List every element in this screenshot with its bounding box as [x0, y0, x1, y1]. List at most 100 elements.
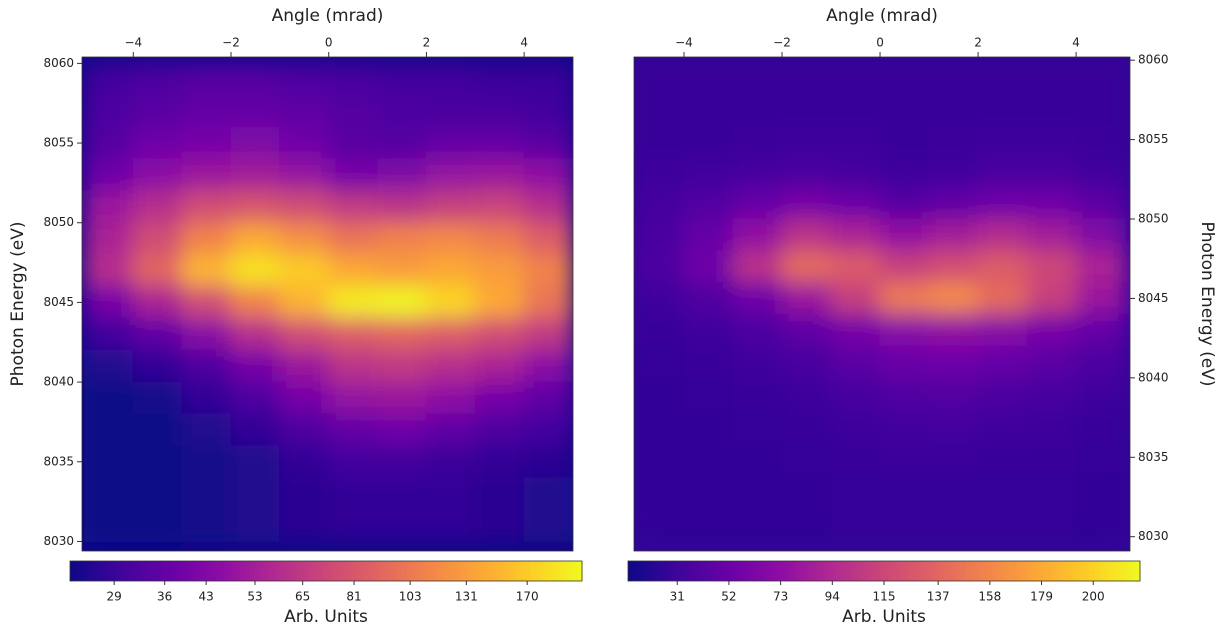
- colorbar-strip: [628, 561, 633, 581]
- heatmap-cell: [1026, 59, 1077, 93]
- colorbar-strip: [926, 561, 932, 581]
- heatmap-cell: [83, 381, 134, 415]
- heatmap-cell: [83, 190, 134, 224]
- colorbar-strip: [721, 561, 727, 581]
- colorbar-strip: [82, 561, 88, 581]
- heatmap-cell: [377, 477, 427, 511]
- heatmap-cell: [1026, 409, 1077, 442]
- heatmap-cell: [634, 345, 685, 379]
- y-tick-label: 8060: [43, 56, 74, 70]
- colorbar-strip: [500, 561, 506, 581]
- colorbar-strip: [760, 561, 766, 581]
- colorbar-strip: [198, 561, 203, 581]
- colorbar-strip: [253, 561, 259, 581]
- colorbar-strip: [509, 561, 515, 581]
- colorbar-strip: [304, 561, 310, 581]
- heatmap-cell: [977, 59, 1028, 93]
- plot-frame: [81, 56, 574, 552]
- colorbar-strip: [653, 561, 659, 581]
- colorbar-strip: [866, 561, 872, 581]
- heatmap-cell: [1026, 504, 1077, 538]
- colorbar-strip: [287, 561, 293, 581]
- colorbar-strip: [1020, 561, 1026, 581]
- colorbar-strip: [1058, 561, 1064, 581]
- heatmap-cell: [634, 440, 685, 474]
- colorbar-tick-label: 158: [978, 590, 1001, 604]
- heatmap-cell: [781, 377, 832, 411]
- heatmap-cell: [132, 477, 183, 511]
- heatmap-cell: [683, 218, 734, 252]
- x-tick-label: −4: [675, 36, 693, 50]
- heatmap-cell: [328, 381, 379, 415]
- x-tick-label: 4: [1072, 36, 1080, 50]
- heatmap-cell: [230, 62, 281, 96]
- colorbar-strip: [657, 561, 663, 581]
- heatmap-cell: [781, 123, 832, 156]
- heatmap-cell: [634, 504, 685, 538]
- heatmap-cell: [328, 62, 379, 96]
- heatmap-cell: [928, 409, 979, 442]
- heatmap-cell: [683, 313, 734, 347]
- colorbar-tick-label: 53: [247, 590, 262, 604]
- colorbar-strip: [334, 561, 340, 581]
- colorbar-strip: [87, 561, 92, 581]
- colorbar-strip: [347, 561, 353, 581]
- heatmap-cell: [1075, 218, 1126, 252]
- heatmap-cell: [474, 158, 525, 192]
- heatmap-cell: [879, 345, 930, 379]
- colorbar-strip: [266, 561, 272, 581]
- colorbar-strip: [240, 561, 246, 581]
- colorbar-strip: [807, 561, 813, 581]
- heatmap-cells: [634, 59, 1126, 538]
- heatmap-cell: [377, 413, 427, 447]
- heatmap-cell: [928, 59, 979, 93]
- colorbar-strip: [1110, 561, 1115, 581]
- colorbar-strip: [734, 561, 740, 581]
- colorbar-strip: [180, 561, 186, 581]
- heatmap-cell: [830, 377, 881, 411]
- colorbar-tick-label: 73: [773, 590, 788, 604]
- heatmap-cell: [230, 349, 281, 383]
- colorbar-strip: [202, 561, 208, 581]
- heatmap-cell: [879, 504, 930, 538]
- heatmap-cell: [425, 62, 476, 96]
- colorbar-strip: [206, 561, 212, 581]
- heatmap-cell: [83, 126, 134, 160]
- colorbar-strip: [257, 561, 263, 581]
- colorbar-strip: [730, 561, 736, 581]
- heatmap: [82, 57, 573, 551]
- colorbar-strip: [704, 561, 710, 581]
- colorbar-strip: [223, 561, 229, 581]
- heatmap-cell: [732, 59, 783, 93]
- colorbar-strip: [1118, 561, 1124, 581]
- heatmap-cell: [230, 94, 281, 128]
- heatmap-cell: [732, 250, 783, 284]
- heatmap-cell: [523, 413, 573, 447]
- heatmap-cell: [634, 472, 685, 506]
- heatmap-cell: [928, 440, 979, 474]
- x-tick-label: 4: [520, 36, 528, 50]
- heatmap-cell: [732, 345, 783, 379]
- heatmap-cell: [634, 377, 685, 411]
- heatmap-cell: [377, 62, 427, 96]
- colorbar-strip: [227, 561, 233, 581]
- heatmap-cell: [523, 94, 573, 128]
- heatmap-cell: [1026, 186, 1077, 220]
- heatmap-cell: [732, 440, 783, 474]
- colorbar-strip: [543, 561, 549, 581]
- colorbar-strip: [330, 561, 336, 581]
- colorbar-strip: [871, 561, 877, 581]
- heatmap-cell: [230, 477, 281, 511]
- colorbar-strip: [343, 561, 348, 581]
- heatmap-cell: [279, 509, 330, 542]
- colorbar-strip: [832, 561, 838, 581]
- heatmap-cell: [634, 409, 685, 442]
- heatmap-cell: [928, 282, 979, 315]
- heatmap-cell: [279, 285, 330, 319]
- colorbar-strip: [291, 561, 297, 581]
- colorbar-strip: [513, 561, 519, 581]
- heatmap-cell: [83, 317, 134, 351]
- y-tick-label: 8045: [1138, 291, 1169, 305]
- heatmap-cell: [1075, 59, 1126, 93]
- heatmap-cell: [1075, 440, 1126, 474]
